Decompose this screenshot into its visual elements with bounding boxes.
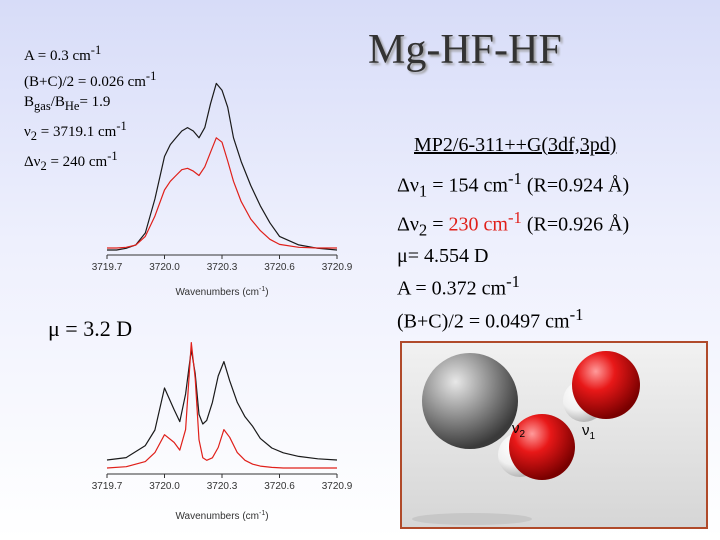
nu2-label: ν2 (512, 420, 526, 440)
experimental-parameters: A = 0.3 cm-1 (B+C)/2 = 0.026 cm-1 Bgas/B… (24, 40, 156, 176)
param-B-ratio: Bgas/BHe= 1.9 (24, 94, 111, 113)
spectrum-top-ticks: 3719.7 3720.0 3720.3 3720.6 3720.9 (92, 255, 353, 273)
spectrum-top-tick-label: 3720.0 (149, 262, 180, 273)
calculated-parameters: Δν1 = 154 cm-1 (R=0.924 Å) Δν2 = 230 cm-… (397, 166, 629, 335)
spectrum-bottom: 3719.7 3720.0 3720.3 3720.6 3720.9 Wavenumbe… (92, 341, 353, 522)
f-atom-1 (509, 414, 575, 480)
calc-dnu2: Δν2 = 230 cm-1 (R=0.926 Å) (397, 207, 630, 240)
spectrum-bottom-tick-label: 3719.7 (92, 481, 123, 492)
calc-mu: μ= 4.554 D (397, 245, 489, 268)
spectrum-top-series-1 (107, 82, 338, 251)
spectrum-top-tick-label: 3719.7 (92, 262, 123, 273)
method-label: MP2/6-311++G(3df,3pd) (414, 134, 617, 156)
experimental-dipole: μ = 3.2 D (48, 316, 133, 341)
molecule-drawing: ν2 ν1 (412, 351, 640, 525)
spectrum-top-tick-label: 3720.3 (207, 262, 238, 273)
f-atom-2 (572, 351, 640, 419)
calc-dnu1: Δν1 = 154 cm-1 (R=0.924 Å) (397, 169, 630, 201)
spectrum-bottom-plot (106, 341, 338, 469)
spectrum-top-plot (107, 82, 338, 251)
spectrum-bottom-xlabel: Wavenumbers (cm-1) (175, 510, 268, 522)
spectrum-bottom-tick-label: 3720.3 (207, 481, 238, 492)
calc-BC: (B+C)/2 = 0.0497 cm-1 (397, 304, 584, 333)
spectrum-top-tick-label: 3720.9 (322, 262, 353, 273)
spectrum-bottom-ticks: 3719.7 3720.0 3720.3 3720.6 3720.9 (92, 474, 353, 492)
molecule-image: ν2 ν1 (400, 341, 708, 529)
spectrum-bottom-tick-label: 3720.0 (149, 481, 180, 492)
param-A: A = 0.3 cm-1 (24, 43, 102, 64)
spectrum-bottom-tick-label: 3720.9 (322, 481, 353, 492)
calc-A: A = 0.372 cm-1 (397, 272, 520, 300)
spectrum-top: 3719.7 3720.0 3720.3 3720.6 3720.9 Wavenumbe… (92, 82, 353, 298)
nu1-label: ν1 (582, 422, 596, 442)
spectrum-bottom-tick-label: 3720.6 (264, 481, 295, 492)
slide-title: Mg-HF-HF (368, 27, 562, 73)
mg-atom (422, 353, 518, 449)
param-dnu2: Δν2 = 240 cm-1 (24, 149, 118, 173)
spectrum-top-series-2 (107, 137, 337, 249)
param-BC: (B+C)/2 = 0.026 cm-1 (24, 69, 157, 90)
spectrum-top-xlabel: Wavenumbers (cm-1) (175, 286, 268, 298)
param-nu2: ν2 = 3719.1 cm-1 (24, 119, 127, 143)
spectrum-top-tick-label: 3720.6 (264, 262, 295, 273)
spectrum-bottom-series-1 (106, 348, 338, 461)
spectrum-bottom-series-2 (106, 341, 337, 469)
